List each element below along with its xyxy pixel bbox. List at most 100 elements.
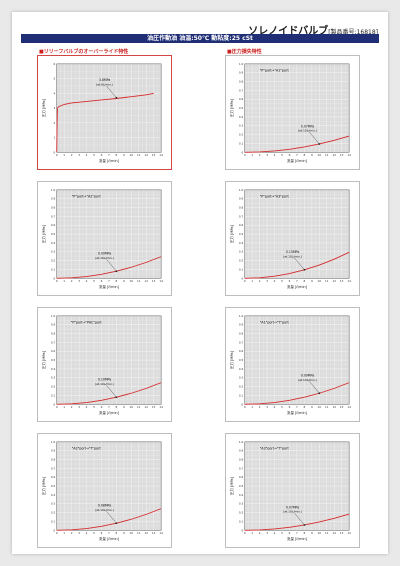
annotation-condition: (at.10L/min.)	[283, 255, 302, 259]
y-tick-label: 0.3	[239, 250, 244, 254]
x-tick-label: 1	[63, 153, 65, 157]
x-tick-label: 2	[259, 153, 261, 157]
chart-p-pac: 0 1 2 3 4 5 6 7 8 9 10 11 12 13 1400.10.20.30.40.50.60…	[41, 314, 163, 415]
x-tick-label: 10	[130, 405, 134, 409]
minor-gridlines	[56, 315, 162, 405]
x-tick-label: 10	[318, 153, 322, 157]
y-tick-label: 2	[53, 121, 55, 125]
y-tick-label: 0.8	[239, 80, 244, 84]
minor-gridlines	[56, 189, 162, 279]
gridlines	[56, 63, 162, 153]
chart-a3-t: 0 1 2 3 4 5 6 7 8 9 10 11 12 13 1400.10.20.30.40.50.60…	[229, 440, 351, 541]
x-tick-label: 6	[101, 153, 103, 157]
x-tick-label: 12	[144, 405, 148, 409]
x-tick-label: 12	[144, 279, 148, 283]
x-tick-label: 3	[266, 531, 268, 535]
x-tick-label: 11	[137, 153, 141, 157]
y-tick-label: 0.7	[239, 88, 244, 92]
y-tick-label: 0.1	[51, 519, 56, 523]
x-tick-label: 11	[325, 279, 329, 283]
conditions-bar: 油圧作動油 油温:50℃ 動粘度:25 cSt	[21, 34, 379, 43]
port-label: "P"port→"PAC"port	[71, 321, 103, 325]
x-tick-label: 14	[159, 279, 163, 283]
y-axis-label: 圧力 [MPa]	[41, 98, 46, 117]
minor-gridlines	[56, 441, 162, 531]
y-tick-label: 0.2	[51, 511, 56, 515]
x-tick-label: 1	[251, 405, 253, 409]
annotation-condition: (at.10L/min.)	[298, 378, 317, 382]
y-tick-label: 0.3	[239, 376, 244, 380]
y-tick-label: 0.8	[239, 458, 244, 462]
y-tick-label: 0	[241, 402, 243, 406]
port-label: "A3"port→"T"port	[260, 447, 290, 451]
y-tick-label: 0.3	[51, 250, 56, 254]
x-tick-label: 13	[152, 279, 156, 283]
series-line	[56, 256, 162, 279]
chart-p-a2: 0 1 2 3 4 5 6 7 8 9 10 11 12 13 1400.10.20.30.40.50.60…	[41, 188, 163, 289]
series-line	[244, 251, 350, 279]
y-tick-label: 0.7	[239, 466, 244, 470]
x-axis-label: 流量 [ℓ/min]	[287, 284, 308, 289]
plot-frame	[56, 315, 162, 405]
x-tick-label: 3	[78, 405, 80, 409]
x-tick-label: 9	[311, 531, 313, 535]
x-tick-label: 3	[78, 153, 80, 157]
gridlines	[56, 441, 162, 531]
y-tick-label: 0.4	[239, 241, 244, 245]
x-axis-label: 流量 [ℓ/min]	[287, 536, 308, 541]
y-tick-label: 1	[53, 136, 55, 140]
x-tick-label: 8	[116, 153, 118, 157]
y-axis-label: 圧力 [MPa]	[41, 224, 46, 243]
y-axis-label: 圧力 [MPa]	[229, 224, 234, 243]
x-tick-label: 1	[251, 279, 253, 283]
x-tick-label: 3	[78, 531, 80, 535]
x-axis-label: 流量 [ℓ/min]	[99, 410, 120, 415]
gridlines	[244, 189, 350, 279]
annotation-value: 0.07MPa	[301, 124, 314, 128]
y-tick-label: 4	[53, 91, 55, 95]
series-line	[244, 513, 350, 531]
annotation-leader	[106, 85, 117, 98]
y-tick-label: 5	[53, 77, 55, 81]
x-tick-label: 14	[159, 531, 163, 535]
x-tick-label: 13	[340, 153, 344, 157]
y-tick-label: 0	[241, 528, 243, 532]
port-label: "P"port→"A1"port	[260, 69, 290, 73]
annotation-leader	[106, 511, 117, 524]
chart-p-a1: 0 1 2 3 4 5 6 7 8 9 10 11 12 13 1400.10.20.30.40.50.60…	[229, 62, 351, 163]
x-tick-label: 13	[340, 405, 344, 409]
x-tick-label: 12	[332, 531, 336, 535]
y-tick-label: 0.6	[239, 223, 244, 227]
x-tick-label: 3	[266, 279, 268, 283]
y-tick-label: 0.9	[51, 197, 56, 201]
y-tick-label: 0.7	[51, 214, 56, 218]
y-tick-label: 0	[241, 150, 243, 154]
gridlines	[244, 63, 350, 153]
y-tick-label: 0	[241, 276, 243, 280]
y-tick-label: 0.5	[239, 232, 244, 236]
x-tick-label: 8	[304, 531, 306, 535]
x-tick-label: 9	[123, 279, 125, 283]
x-tick-label: 10	[130, 153, 134, 157]
x-tick-label: 7	[108, 531, 110, 535]
x-tick-label: 8	[304, 279, 306, 283]
series-line	[244, 135, 350, 153]
x-axis-label: 流量 [ℓ/min]	[287, 158, 308, 163]
y-tick-label: 0.1	[51, 393, 56, 397]
x-tick-label: 13	[340, 531, 344, 535]
y-tick-label: 0.4	[51, 241, 56, 245]
y-tick-label: 0.9	[51, 323, 56, 327]
x-tick-label: 8	[304, 405, 306, 409]
y-tick-label: 0.5	[51, 484, 56, 488]
x-tick-label: 7	[296, 279, 298, 283]
y-tick-label: 0.8	[51, 332, 56, 336]
annotation-point	[318, 392, 321, 395]
y-tick-label: 0.9	[239, 197, 244, 201]
x-tick-label: 12	[144, 531, 148, 535]
x-tick-label: 11	[325, 405, 329, 409]
series-line	[244, 382, 350, 405]
gridlines	[244, 441, 350, 531]
y-tick-label: 0.4	[51, 493, 56, 497]
x-axis-label: 流量 [ℓ/min]	[287, 410, 308, 415]
y-tick-label: 1.0	[51, 314, 56, 318]
